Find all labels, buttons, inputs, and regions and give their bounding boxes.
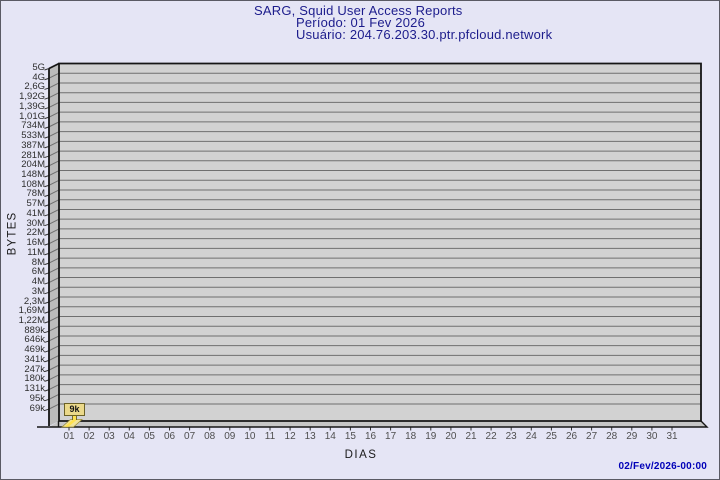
x-axis-title: DIAS — [344, 449, 378, 461]
report-period: Período: 01 Fev 2026 — [296, 15, 426, 30]
bar-value-callout: 9k — [64, 403, 85, 416]
plot-floor-edge — [37, 420, 709, 428]
bar-highlight — [64, 416, 77, 427]
report-title: SARG, Squid User Access Reports — [254, 3, 463, 18]
plot-face — [59, 63, 701, 421]
plot-floor — [49, 421, 707, 427]
bar-callout-leader — [72, 416, 77, 420]
generated-timestamp: 02/Fev/2026-00:00 — [618, 461, 707, 472]
wall-gridlines — [48, 63, 60, 410]
plot-left-wall — [49, 63, 59, 426]
gridlines — [59, 72, 701, 405]
report-user: Usuário: 204.76.203.30.ptr.pfcloud.netwo… — [296, 27, 553, 42]
